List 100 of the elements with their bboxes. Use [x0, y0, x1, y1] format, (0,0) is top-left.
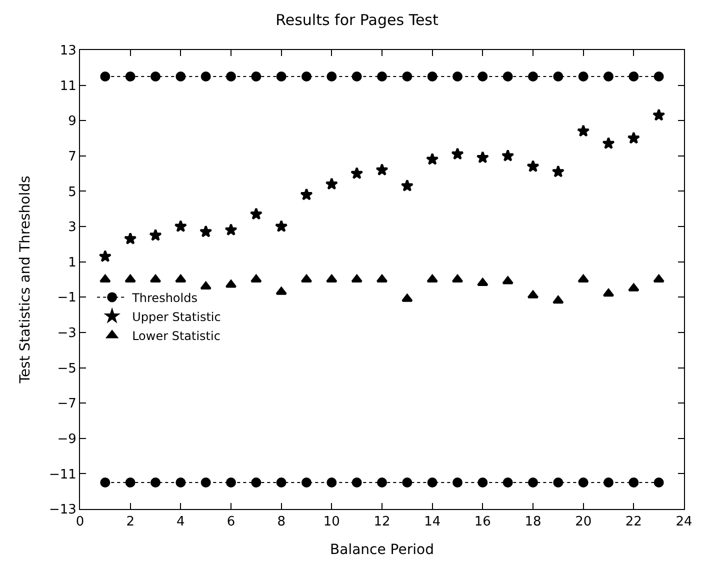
point [628, 283, 640, 292]
point [526, 160, 540, 172]
point [478, 478, 488, 488]
point [150, 71, 160, 82]
point [276, 286, 287, 295]
point [400, 179, 414, 192]
point [604, 478, 614, 488]
y-tick-label: −1 [57, 290, 76, 306]
chart-title: Results for Pages Test [276, 10, 438, 29]
point [402, 71, 412, 82]
point [326, 71, 337, 82]
point [478, 71, 488, 82]
point [502, 276, 514, 284]
y-tick-label: 3 [68, 220, 76, 236]
point [300, 188, 313, 200]
point [427, 71, 438, 82]
point [377, 71, 387, 82]
x-tick-label: 6 [226, 514, 236, 530]
point [226, 478, 236, 488]
point [502, 149, 514, 162]
y-tick-label: −5 [57, 361, 76, 376]
point [604, 71, 614, 82]
point [552, 296, 564, 304]
y-tick-label: 7 [68, 149, 76, 164]
point [326, 478, 337, 488]
y-tick-label: 9 [68, 114, 76, 130]
point [527, 290, 539, 298]
x-axis-title: Balance Period [330, 542, 434, 558]
point [376, 163, 388, 176]
x-tick-label: 0 [76, 514, 84, 530]
point [528, 478, 538, 488]
point [125, 478, 136, 488]
point [528, 71, 538, 82]
point [577, 124, 590, 137]
point [352, 71, 362, 82]
legend-label: Thresholds [131, 290, 198, 305]
point [302, 478, 312, 488]
x-tick-label: 24 [676, 514, 692, 530]
point [502, 478, 513, 488]
point [176, 71, 186, 82]
point [226, 71, 236, 82]
point [325, 178, 338, 190]
point [200, 282, 212, 290]
y-tick-label: −11 [48, 467, 76, 482]
point [200, 225, 212, 238]
point [578, 71, 588, 82]
point [98, 250, 112, 262]
point [124, 232, 137, 244]
point [578, 478, 588, 488]
point [302, 71, 312, 82]
y-tick-label: 11 [60, 78, 76, 94]
point [627, 132, 640, 144]
x-tick-label: 12 [374, 514, 390, 530]
point [654, 71, 664, 82]
point [452, 71, 462, 82]
point [149, 228, 162, 241]
point [628, 71, 639, 82]
point [250, 208, 262, 220]
y-tick-label: −9 [57, 432, 76, 447]
point [553, 71, 564, 82]
point [100, 478, 110, 488]
x-tick-label: 10 [323, 514, 340, 530]
y-tick-label: −3 [57, 326, 76, 342]
x-tick-label: 16 [474, 514, 491, 530]
point [251, 71, 262, 82]
x-tick-label: 2 [126, 514, 134, 530]
y-tick-label: −13 [48, 502, 76, 518]
y-axis-title: Test Statistics and Thresholds [18, 176, 34, 384]
point [100, 71, 110, 82]
point [477, 278, 488, 286]
point [176, 478, 186, 488]
point [628, 478, 639, 488]
point [200, 71, 211, 82]
point [452, 478, 462, 488]
point [402, 478, 412, 488]
point [225, 280, 237, 288]
point [276, 478, 286, 488]
x-tick-label: 18 [524, 514, 542, 530]
point [276, 71, 286, 82]
point [502, 71, 513, 82]
point [150, 478, 160, 488]
point [174, 220, 187, 232]
point [451, 148, 464, 160]
point [377, 478, 387, 488]
point [427, 478, 438, 488]
x-tick-label: 20 [575, 514, 592, 530]
x-tick-label: 8 [277, 514, 286, 530]
y-tick-label: 1 [68, 255, 76, 270]
point [654, 478, 664, 488]
point [652, 108, 666, 121]
x-tick-label: 14 [424, 514, 441, 530]
point [426, 152, 439, 165]
point [125, 71, 136, 82]
point [251, 478, 262, 488]
point [275, 220, 288, 232]
legend-label: Upper Statistic [132, 310, 221, 324]
y-tick-label: 5 [68, 184, 76, 200]
point [552, 165, 564, 178]
point [476, 151, 489, 164]
point [602, 288, 614, 297]
